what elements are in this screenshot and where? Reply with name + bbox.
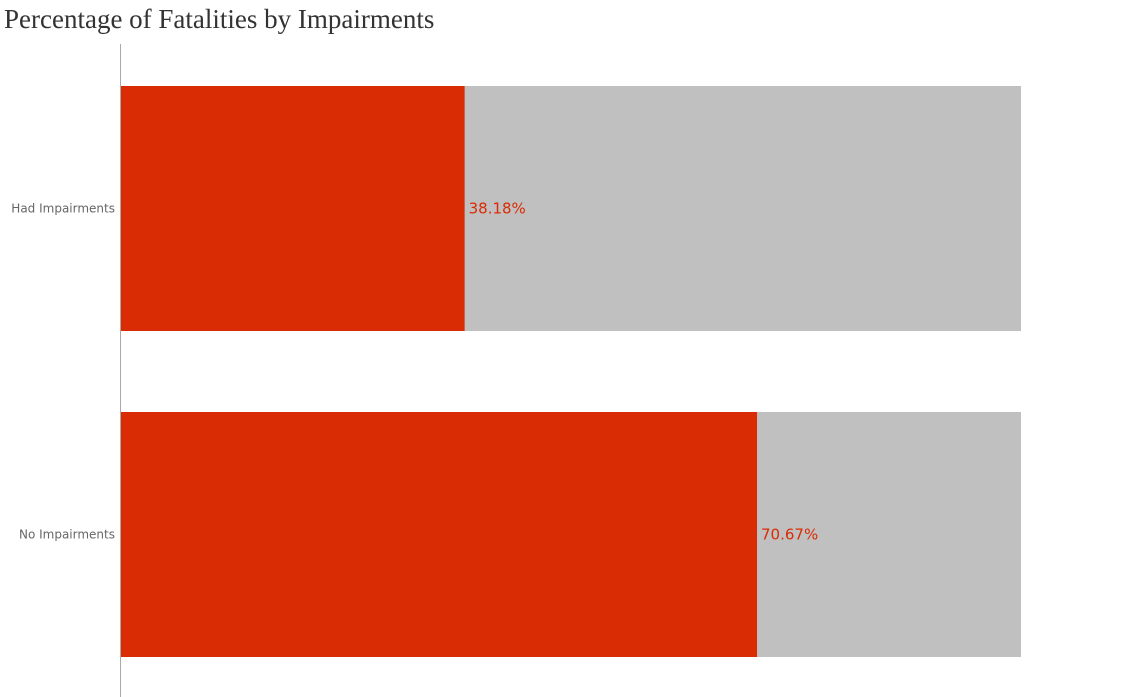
category-label-no-impairments: No Impairments: [19, 528, 115, 542]
value-label-had-impairments: 38.18%: [469, 200, 526, 218]
bars-layer: Had Impairments 38.18% No Impairments 70.67…: [11, 86, 1021, 657]
value-bar-no-impairments[interactable]: [121, 412, 758, 657]
chart-title: Percentage of Fatalities by Impairments: [4, 4, 435, 34]
category-label-had-impairments: Had Impairments: [11, 202, 115, 216]
value-bar-had-impairments[interactable]: [121, 86, 465, 331]
value-label-no-impairments: 70.67%: [761, 526, 818, 544]
